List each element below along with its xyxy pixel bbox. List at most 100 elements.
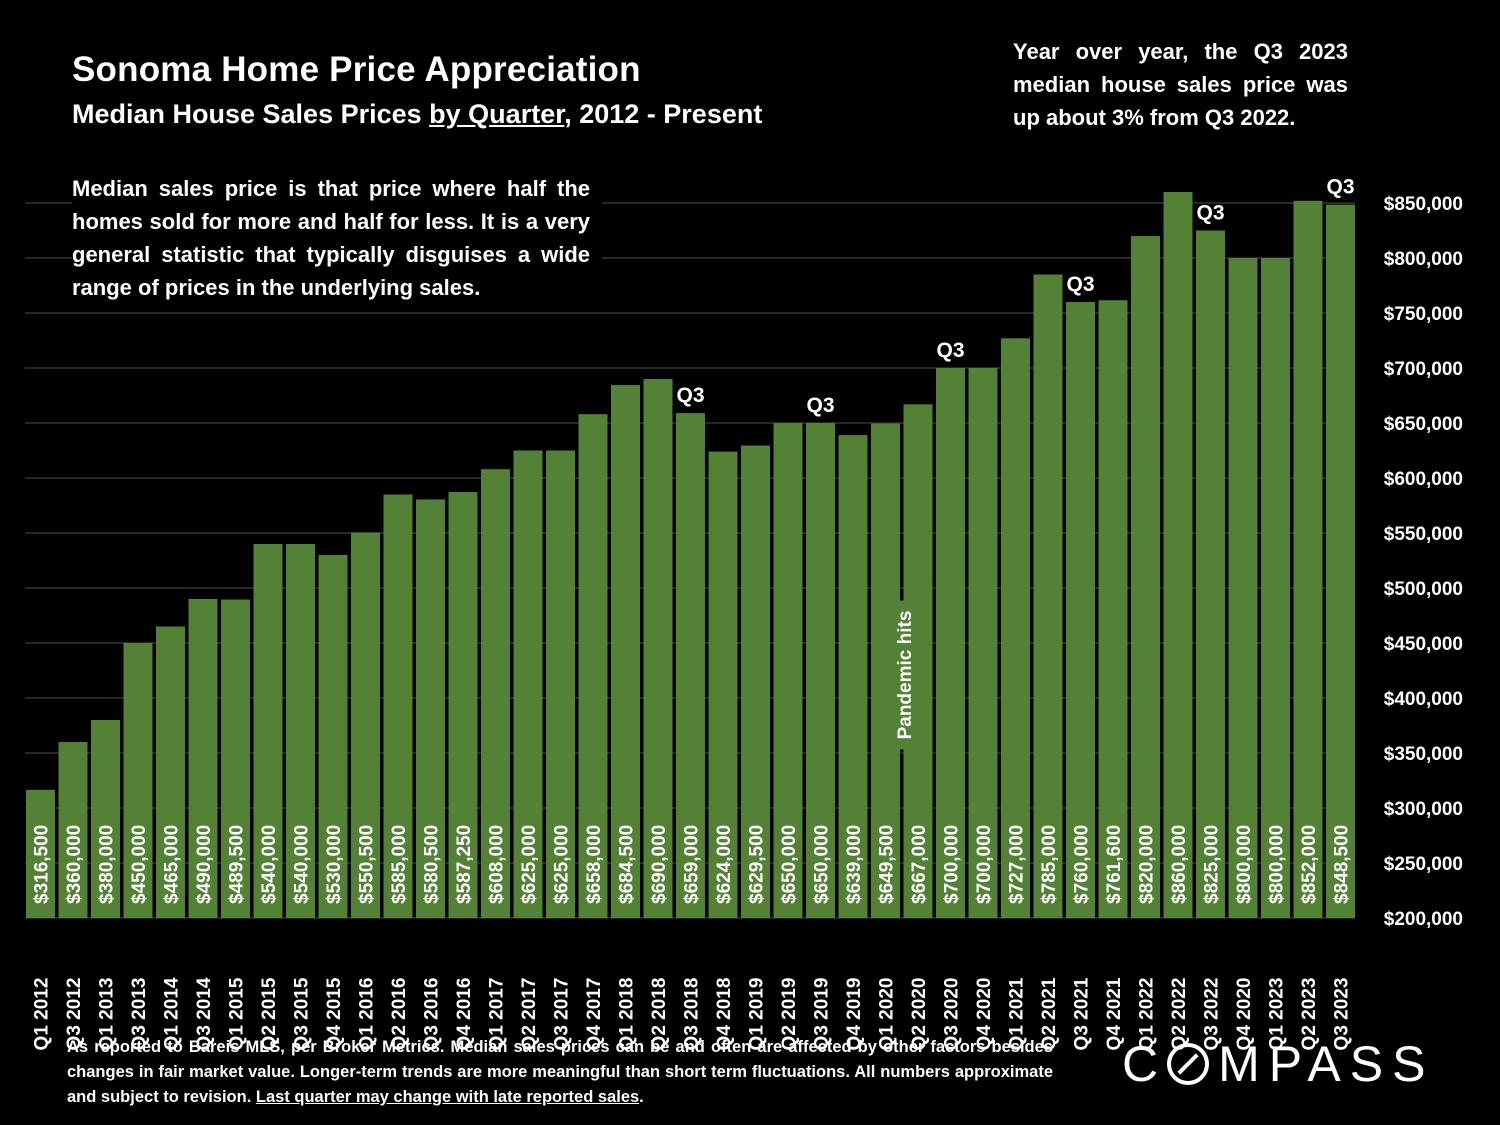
x-tick-label: Q1 2022 bbox=[1137, 978, 1158, 1051]
x-tick-label: Q4 2020 bbox=[1234, 978, 1255, 1051]
footnote-underlined: Last quarter may change with late report… bbox=[255, 1088, 640, 1106]
compass-logo: C MPASS bbox=[1122, 1036, 1434, 1092]
q3-annotation: Q3 bbox=[936, 339, 964, 362]
x-tick-label: Q1 2013 bbox=[97, 978, 118, 1051]
q3-annotation: Q3 bbox=[1066, 273, 1094, 296]
bar bbox=[253, 544, 283, 918]
bar bbox=[481, 469, 510, 918]
bar-value-label: $490,000 bbox=[194, 825, 215, 904]
y-axis: $200,000 $250,000 $300,000 $350,000 $400,000… bbox=[1384, 194, 1463, 930]
bar bbox=[26, 789, 55, 918]
bar bbox=[123, 643, 153, 918]
bar-value-label: $489,500 bbox=[227, 825, 248, 904]
bar-value-label: $650,000 bbox=[812, 825, 833, 904]
bar-value-label: $625,000 bbox=[552, 825, 573, 904]
y-tick-label: $850,000 bbox=[1384, 194, 1463, 215]
bar-value-label: $825,000 bbox=[1202, 825, 1223, 904]
bar-value-label: $625,000 bbox=[519, 825, 540, 904]
chart-subtitle: Median House Sales Prices by Quarter, 20… bbox=[72, 99, 762, 130]
y-tick-label: $550,000 bbox=[1384, 524, 1463, 545]
bar-value-label: $316,500 bbox=[32, 825, 53, 904]
y-tick-label: $200,000 bbox=[1384, 909, 1463, 930]
bar bbox=[1066, 302, 1095, 918]
bar bbox=[1196, 230, 1225, 918]
bar bbox=[1033, 274, 1063, 918]
bar bbox=[676, 413, 705, 918]
y-tick-label: $700,000 bbox=[1384, 359, 1463, 380]
bar-value-label: $465,000 bbox=[162, 825, 183, 904]
chart-title: Sonoma Home Price Appreciation bbox=[72, 50, 641, 89]
bar-value-label: $450,000 bbox=[129, 825, 150, 904]
x-tick-label: Q3 2012 bbox=[64, 978, 85, 1051]
bar bbox=[643, 379, 673, 918]
y-tick-label: $450,000 bbox=[1384, 634, 1463, 655]
x-tick-label: Q1 2014 bbox=[162, 977, 183, 1050]
bar bbox=[1293, 200, 1323, 919]
x-tick-label: Q3 2018 bbox=[682, 978, 703, 1051]
y-tick-label: $300,000 bbox=[1384, 799, 1463, 820]
y-tick-label: $500,000 bbox=[1384, 579, 1463, 600]
bar bbox=[1326, 204, 1355, 918]
bar-value-label: $624,000 bbox=[714, 825, 735, 904]
q3-annotation: Q3 bbox=[1326, 176, 1354, 199]
x-tick-label: Q2 2017 bbox=[519, 978, 540, 1051]
q3-annotation: Q3 bbox=[1196, 202, 1224, 225]
x-tick-label: Q2 2023 bbox=[1299, 978, 1320, 1051]
x-tick-label: Q4 2019 bbox=[844, 978, 865, 1051]
bar bbox=[708, 451, 738, 918]
bar bbox=[806, 423, 835, 918]
bar-value-label: $700,000 bbox=[942, 825, 963, 904]
bar-value-label: $540,000 bbox=[259, 825, 280, 904]
bar-value-label: $684,500 bbox=[617, 825, 638, 904]
x-tick-label: Q3 2017 bbox=[552, 978, 573, 1051]
bar-value-label: $580,500 bbox=[422, 825, 443, 904]
bar bbox=[968, 368, 998, 918]
bar-value-label: $667,000 bbox=[909, 825, 930, 904]
x-tick-label: Q3 2016 bbox=[422, 978, 443, 1051]
bar-value-label: $659,000 bbox=[682, 825, 703, 904]
x-tick-label: Q2 2016 bbox=[389, 978, 410, 1051]
source-footnote: As reported to Bareis MLS, per Broker Me… bbox=[67, 1035, 1053, 1110]
bar bbox=[578, 414, 608, 918]
bars bbox=[26, 192, 1355, 919]
x-tick-label: Q3 2013 bbox=[129, 978, 150, 1051]
bar bbox=[448, 492, 478, 918]
x-tick-label: Q3 2023 bbox=[1332, 978, 1353, 1051]
bar-value-label: $800,000 bbox=[1267, 825, 1288, 904]
footnote-end: . bbox=[639, 1088, 644, 1106]
x-tick-label: Q2 2020 bbox=[909, 978, 930, 1051]
bar bbox=[1163, 192, 1193, 918]
x-tick-label: Q3 2014 bbox=[194, 977, 215, 1050]
bar bbox=[58, 742, 88, 918]
median-explanation: Median sales price is that price where h… bbox=[72, 172, 602, 304]
x-tick-label: Q1 2018 bbox=[617, 978, 638, 1051]
bar bbox=[188, 599, 218, 918]
y-tick-label: $750,000 bbox=[1384, 304, 1463, 325]
bar-value-label: $639,000 bbox=[844, 825, 865, 904]
bar bbox=[1261, 258, 1290, 918]
x-tick-label: Q1 2017 bbox=[487, 978, 508, 1051]
bar bbox=[611, 385, 640, 918]
bar-value-label: $820,000 bbox=[1137, 825, 1158, 904]
bar bbox=[546, 450, 575, 918]
y-tick-label: $800,000 bbox=[1384, 249, 1463, 270]
bar-value-label: $530,000 bbox=[324, 825, 345, 904]
bar bbox=[383, 494, 413, 918]
bar bbox=[1001, 338, 1030, 918]
x-tick-label: Q4 2021 bbox=[1104, 977, 1125, 1050]
bar-value-labels: $316,500 $360,000 $380,000 $450,000 $465,000… bbox=[32, 825, 1353, 904]
compass-o-icon bbox=[1167, 1043, 1210, 1085]
bar bbox=[1098, 300, 1128, 918]
bar-value-label: $649,500 bbox=[877, 825, 898, 904]
bar-value-label: $587,250 bbox=[454, 825, 475, 904]
logo-letter: C bbox=[1122, 1036, 1168, 1092]
x-tick-label: Q3 2021 bbox=[1072, 977, 1093, 1050]
bar bbox=[318, 555, 348, 918]
bar bbox=[351, 532, 380, 918]
x-tick-label: Q1 2020 bbox=[877, 978, 898, 1051]
x-tick-label: Q1 2021 bbox=[1007, 977, 1028, 1050]
y-tick-label: $250,000 bbox=[1384, 854, 1463, 875]
bar bbox=[156, 626, 185, 918]
y-tick-label: $400,000 bbox=[1384, 689, 1463, 710]
bar bbox=[513, 450, 543, 918]
